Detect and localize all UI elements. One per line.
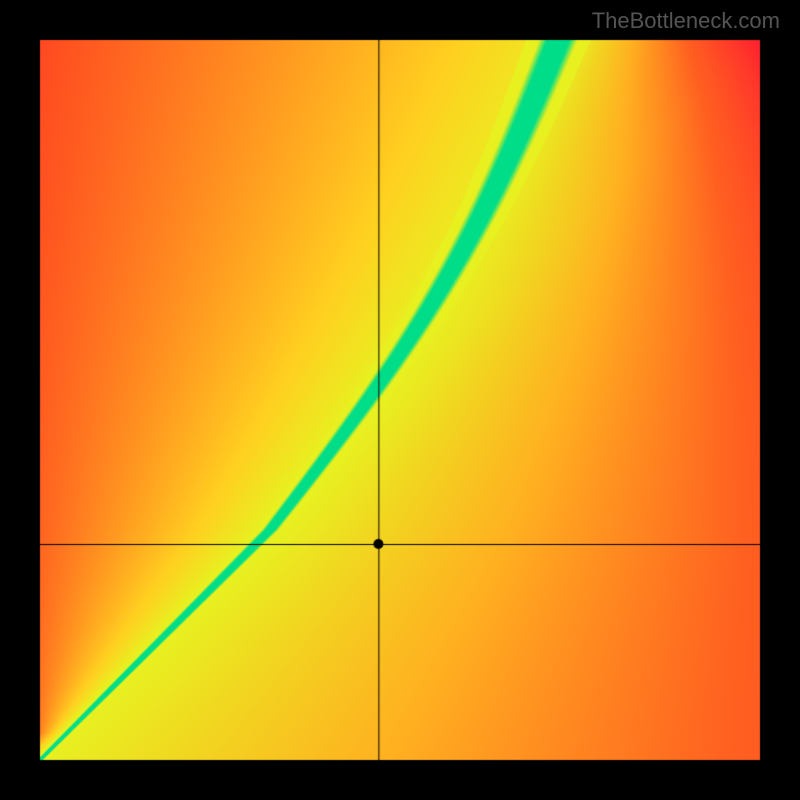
heatmap-canvas bbox=[0, 0, 800, 800]
watermark-text: TheBottleneck.com bbox=[592, 8, 780, 34]
chart-container: TheBottleneck.com bbox=[0, 0, 800, 800]
heatmap-plot bbox=[0, 0, 800, 800]
